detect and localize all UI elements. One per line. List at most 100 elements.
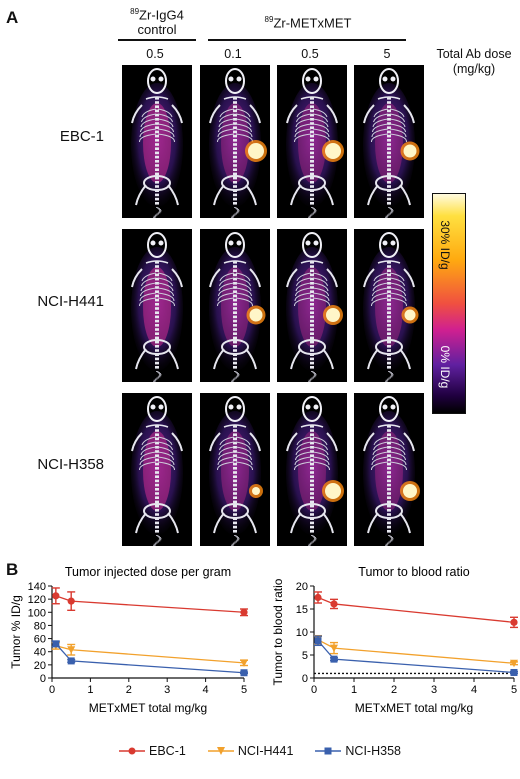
data-point-ebc1: [67, 597, 75, 605]
data-point-h358: [52, 640, 60, 648]
pet-mouse-image: [131, 396, 183, 546]
pet-mouse-image: [363, 232, 419, 382]
data-point-ebc1: [240, 608, 248, 616]
pet-mouse-image: [286, 396, 344, 546]
control-header-line2: control: [137, 22, 177, 38]
total-dose-label-line2: (mg/kg): [452, 62, 496, 76]
pet-image-tile: [122, 65, 192, 218]
control-header-underline: [118, 39, 196, 41]
panel-b-letter: B: [6, 560, 19, 579]
data-point-ebc1: [510, 618, 518, 626]
legend-label-ebc1: EBC-1: [149, 744, 186, 758]
x-axis-label: METxMET total mg/kg: [89, 701, 207, 715]
x-tick-label: 5: [511, 684, 517, 696]
x-tick-label: 1: [351, 684, 357, 696]
series-line-h358: [55, 643, 245, 674]
data-point-h358: [330, 655, 338, 663]
legend-label-h441: NCI-H441: [237, 744, 294, 758]
pet-mouse-image: [131, 232, 183, 382]
y-axis-label: Tumor % ID/g: [9, 595, 23, 669]
x-tick-label: 2: [391, 684, 397, 696]
dose-label-col2: 0.1: [224, 47, 242, 61]
pet-image-tile: [354, 393, 424, 546]
x-tick-label: 3: [164, 684, 170, 696]
y-axis-label: Tumor to blood ratio: [271, 578, 285, 685]
y-tick-label: 80: [34, 620, 46, 632]
x-tick-label: 4: [471, 684, 477, 696]
pet-mouse-image: [209, 396, 263, 546]
x-tick-label: 1: [87, 684, 93, 696]
treatment-header-label: Zr-METxMET: [273, 15, 352, 31]
y-tick-label: 10: [296, 627, 308, 639]
chart-tumor-id-per-gram: Tumor injected dose per gram020406080100…: [9, 565, 248, 715]
y-tick-label: 120: [28, 594, 46, 606]
y-tick-label: 60: [34, 634, 46, 646]
colorbar: [432, 193, 466, 414]
pet-mouse-image: [131, 68, 183, 218]
colorbar-bottom-label: 0% ID/g: [438, 345, 452, 389]
x-tick-label: 4: [203, 684, 209, 696]
total-dose-label: Total Ab dose (mg/kg): [426, 47, 520, 77]
x-tick-label: 5: [241, 684, 247, 696]
pet-image-tile: [354, 65, 424, 218]
chart-tumor-blood-ratio: Tumor to blood ratio 0 5 10 15 20 0 1 2 3 4 5 METxME…: [271, 565, 518, 715]
legend-item-ebc1: EBC-1: [119, 744, 186, 758]
data-point-h441: [67, 646, 76, 654]
panel-a-letter: A: [6, 8, 19, 27]
data-point-h358: [240, 669, 248, 677]
legend-item-h358: NCI-H358: [315, 744, 401, 758]
x-tick-label: 3: [431, 684, 437, 696]
pet-mouse-image: [286, 68, 344, 218]
legend-marker-h441: [207, 747, 234, 755]
series-line-ebc1: [317, 596, 515, 623]
data-point-ebc1: [330, 600, 338, 608]
x-tick-label: 0: [311, 684, 317, 696]
y-tick-label: 140: [28, 581, 46, 593]
pet-image-tile: [277, 229, 347, 382]
pet-mouse-image: [286, 232, 343, 382]
y-tick-label: 20: [296, 581, 308, 593]
data-point-h441: [510, 659, 518, 668]
y-tick-label: 100: [28, 607, 46, 619]
data-point-ebc1: [314, 593, 322, 602]
total-dose-label-line1: Total Ab dose: [436, 47, 512, 61]
pet-mouse-image: [363, 68, 420, 218]
pet-image-tile: [200, 393, 270, 546]
data-point-h441: [240, 659, 248, 667]
data-point-h358: [314, 637, 322, 645]
colorbar-top-label: 30% ID/g: [438, 220, 452, 270]
y-tick-label: 20: [34, 660, 46, 672]
data-point-h358: [510, 668, 518, 676]
control-header: 89Zr-IgG4 control: [112, 4, 202, 37]
treatment-header-isotope: 89: [264, 15, 274, 24]
pet-mouse-image: [209, 232, 266, 382]
control-header-isotope: 89: [130, 7, 140, 16]
dose-label-col4: 5: [383, 47, 391, 61]
treatment-header: 89Zr-METxMET: [206, 12, 410, 30]
control-header-line1: Zr-IgG4: [139, 7, 184, 23]
y-tick-label: 0: [302, 673, 308, 685]
pet-image-tile: [277, 393, 347, 546]
y-tick-label: 0: [40, 673, 46, 685]
y-tick-label: 40: [34, 647, 46, 659]
legend: EBC-1 NCI-H441 NCI-H358: [0, 744, 520, 758]
x-tick-label: 0: [49, 684, 55, 696]
chart-title: Tumor to blood ratio: [358, 565, 469, 579]
pet-image-tile: [122, 229, 192, 382]
treatment-header-underline: [208, 39, 406, 41]
y-tick-label: 15: [296, 604, 308, 616]
data-point-h358: [67, 657, 75, 665]
x-axis-label: METxMET total mg/kg: [355, 701, 473, 715]
x-tick-label: 2: [126, 684, 132, 696]
chart-title: Tumor injected dose per gram: [65, 565, 231, 579]
pet-mouse-image: [209, 68, 267, 218]
pet-image-tile: [122, 393, 192, 546]
legend-item-h441: NCI-H441: [207, 744, 294, 758]
pet-mouse-image: [363, 396, 420, 546]
pet-image-tile: [277, 65, 347, 218]
pet-image-tile: [200, 229, 270, 382]
pet-image-tile: [200, 65, 270, 218]
series-line-h441: [55, 645, 245, 664]
legend-marker-ebc1: [119, 747, 145, 755]
row-label-h358: NCI-H358: [37, 456, 104, 473]
